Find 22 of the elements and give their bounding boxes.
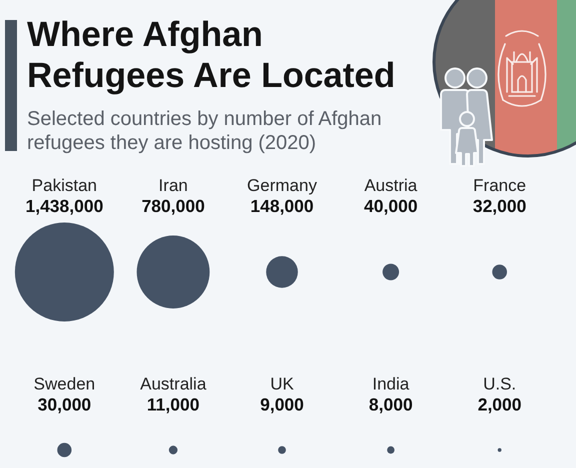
category-label: Austria (364, 176, 418, 196)
category-label: U.S. (483, 374, 516, 394)
data-label: 40,000 (364, 196, 418, 216)
data-label: 1,438,000 (25, 196, 104, 216)
text: Where Afghan Refugees Are Located (27, 14, 396, 96)
data-label: 9,000 (260, 394, 304, 414)
data-label: 2,000 (478, 394, 522, 414)
category-label: UK (270, 374, 294, 394)
data-label: 8,000 (368, 394, 413, 414)
category-label: Pakistan (32, 176, 97, 196)
text: Selected countries by number of Afghan refugees they are hosting (2020) (27, 107, 383, 155)
data-label: 148,000 (250, 196, 314, 216)
data-label: 780,000 (142, 196, 206, 216)
category-label: India (372, 374, 410, 394)
data-label: 32,000 (472, 196, 527, 216)
data-label: 11,000 (146, 394, 200, 414)
category-label: Iran (158, 176, 188, 196)
category-label: Sweden (34, 374, 96, 394)
data-label: 30,000 (38, 394, 92, 414)
category-label: Germany (247, 176, 318, 196)
category-label: Australia (140, 374, 207, 394)
category-label: France (473, 176, 526, 196)
